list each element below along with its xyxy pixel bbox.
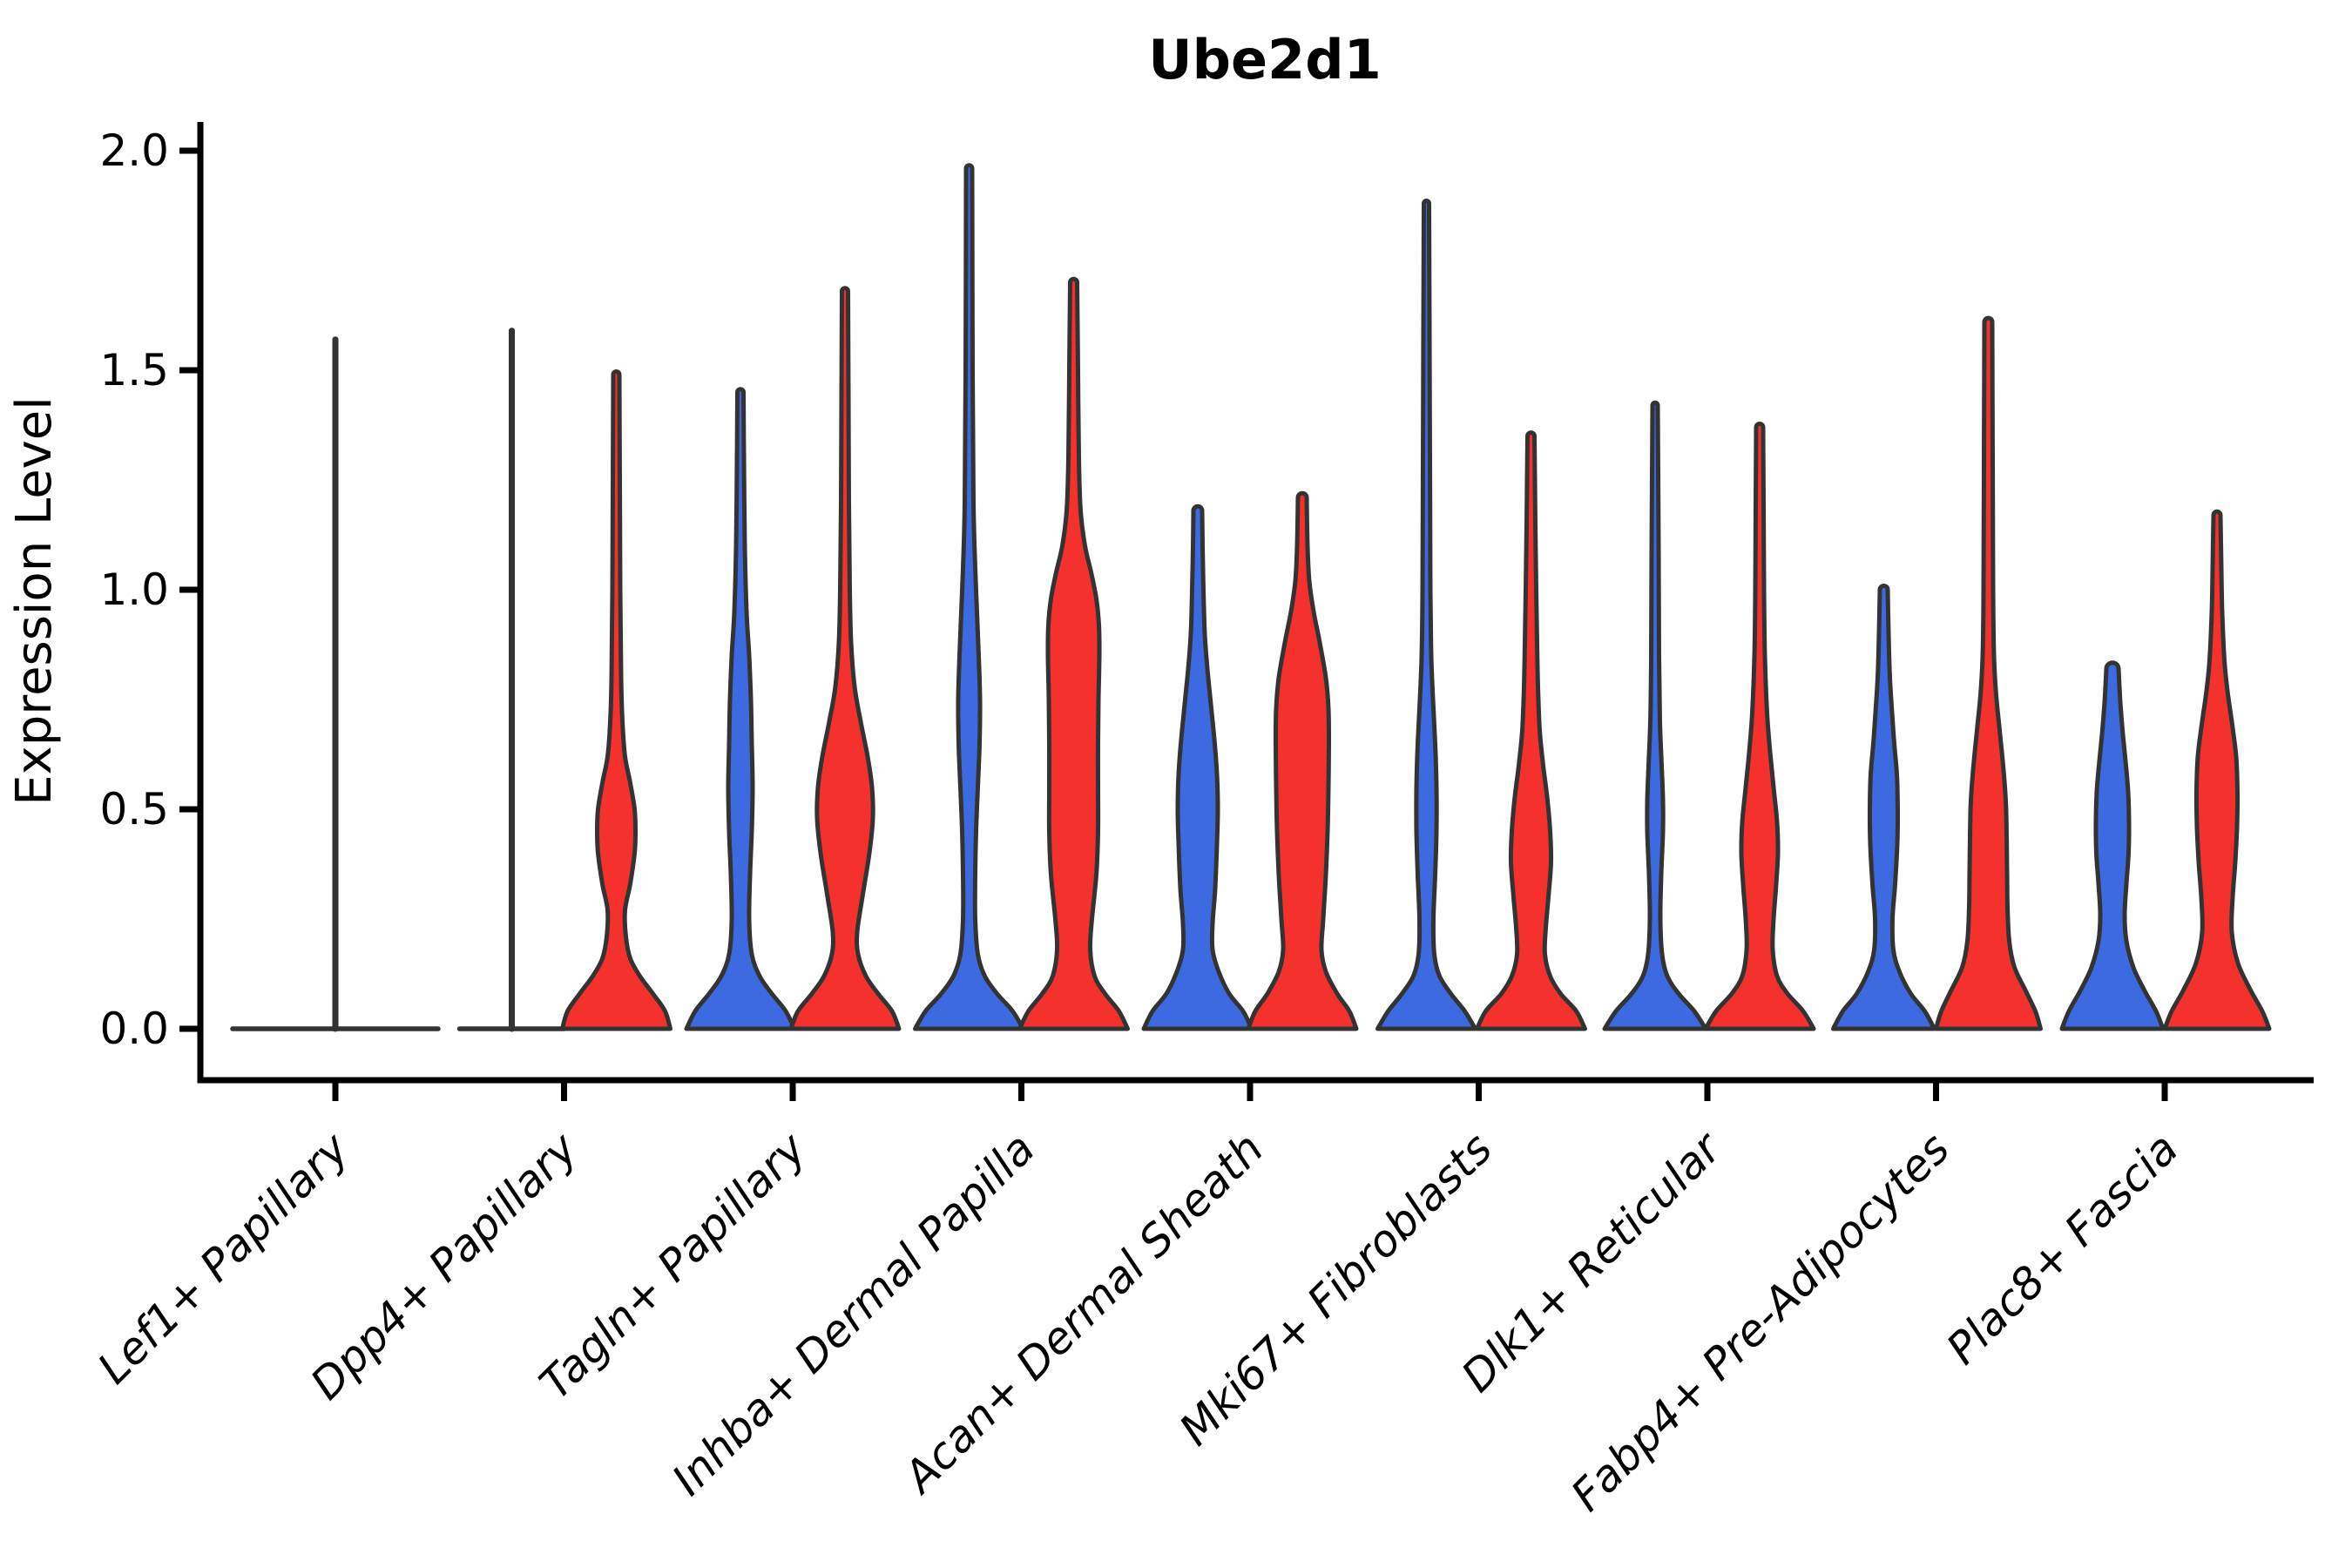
violin-2-blue: [684, 387, 797, 1031]
violin-2-red: [788, 286, 902, 1031]
y-tick-label: 0.0: [99, 1004, 169, 1054]
violin-7-blue: [1831, 584, 1936, 1031]
violin-6-red: [1703, 422, 1816, 1031]
violin-6-blue: [1602, 400, 1708, 1031]
violin-3-blue: [913, 163, 1025, 1031]
x-tick-label-7: Fabp4+ Pre-Adipocytes: [1561, 1123, 1959, 1521]
violin-8-red: [2162, 509, 2272, 1031]
violin-8-blue: [2059, 660, 2166, 1031]
y-tick-label: 2.0: [99, 125, 169, 176]
y-tick-label: 0.5: [99, 784, 169, 835]
y-axis-label: Expression Level: [6, 396, 63, 806]
axes-layer: [179, 122, 2314, 1101]
chart-title: Ube2d1: [1148, 28, 1381, 91]
violin-3-red: [1017, 276, 1130, 1031]
violin-5-red: [1475, 430, 1587, 1031]
x-tick-label-3: Inhba+ Dermal Papilla: [663, 1123, 1044, 1504]
violin-4-red: [1246, 490, 1359, 1031]
violins-layer: [230, 163, 2272, 1032]
violin-7-red: [1934, 315, 2043, 1031]
x-tick-label-0: Lef1+ Papillary: [88, 1122, 359, 1393]
violin-1-red: [560, 369, 672, 1031]
violin-5-blue: [1375, 199, 1477, 1031]
y-tick-label: 1.5: [99, 345, 169, 395]
violin-4-blue: [1141, 504, 1254, 1031]
x-tick-label-4: Acan+ Dermal Sheath: [893, 1123, 1274, 1504]
y-tick-label: 1.0: [99, 564, 169, 615]
x-tick-label-8: Plac8+ Fascia: [1937, 1123, 2188, 1374]
